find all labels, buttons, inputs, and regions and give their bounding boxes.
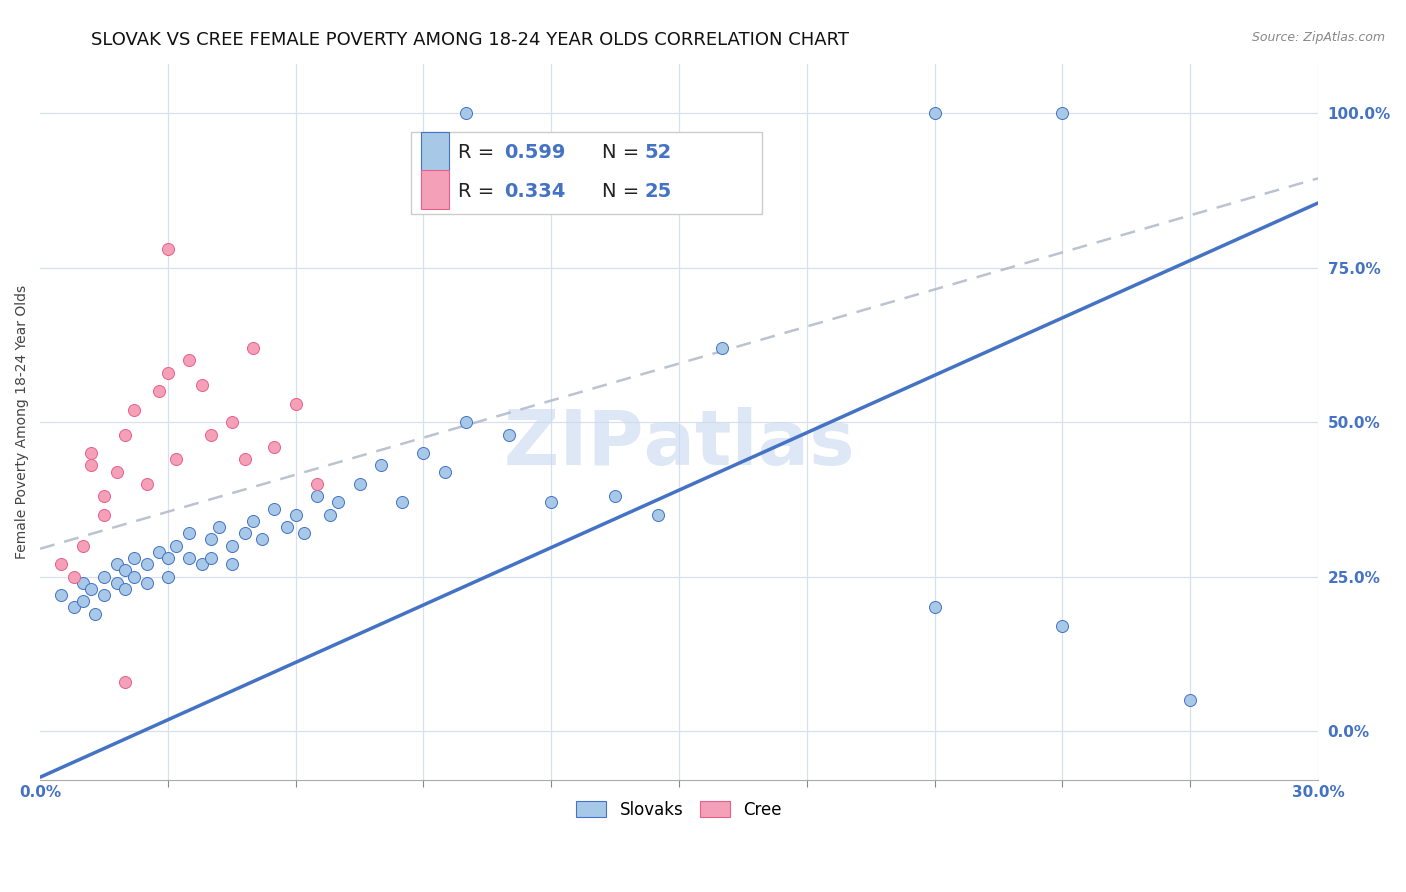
Point	[114, 427, 136, 442]
Text: 0.599: 0.599	[503, 143, 565, 161]
Point	[114, 674, 136, 689]
Point	[80, 458, 103, 473]
Point	[263, 440, 285, 454]
Point	[292, 526, 315, 541]
Point	[328, 495, 350, 509]
Bar	[420, 132, 449, 171]
Point	[208, 520, 231, 534]
Point	[242, 514, 264, 528]
Point	[433, 465, 456, 479]
Point	[93, 489, 115, 503]
Point	[148, 545, 170, 559]
Text: N =: N =	[602, 182, 645, 201]
Point	[284, 397, 307, 411]
Point	[179, 551, 201, 566]
Point	[156, 366, 179, 380]
Text: R =: R =	[458, 143, 501, 161]
Point	[165, 539, 187, 553]
Point	[647, 508, 669, 522]
Point	[179, 353, 201, 368]
Y-axis label: Female Poverty Among 18-24 Year Olds: Female Poverty Among 18-24 Year Olds	[15, 285, 30, 559]
Point	[319, 508, 342, 522]
Point	[305, 477, 328, 491]
Point	[1052, 619, 1074, 633]
Point	[221, 415, 243, 429]
Point	[63, 569, 86, 583]
Point	[148, 384, 170, 399]
Point	[242, 341, 264, 355]
Text: 52: 52	[644, 143, 672, 161]
Legend: Slovaks, Cree: Slovaks, Cree	[569, 795, 789, 826]
Point	[135, 558, 157, 572]
Point	[305, 489, 328, 503]
Point	[454, 415, 477, 429]
Point	[122, 402, 145, 417]
Point	[84, 607, 107, 621]
Point	[200, 427, 222, 442]
Point	[93, 569, 115, 583]
Point	[135, 477, 157, 491]
Point	[135, 575, 157, 590]
Point	[924, 600, 946, 615]
Point	[122, 569, 145, 583]
Point	[412, 446, 434, 460]
Point	[250, 533, 273, 547]
Point	[233, 526, 256, 541]
Point	[233, 452, 256, 467]
Point	[80, 582, 103, 596]
Point	[710, 341, 733, 355]
Point	[284, 508, 307, 522]
Point	[370, 458, 392, 473]
Point	[72, 594, 94, 608]
Point	[605, 489, 627, 503]
Point	[391, 495, 413, 509]
Point	[200, 551, 222, 566]
Point	[122, 551, 145, 566]
Point	[93, 508, 115, 522]
Point	[1052, 106, 1074, 120]
Point	[221, 539, 243, 553]
Text: Source: ZipAtlas.com: Source: ZipAtlas.com	[1251, 31, 1385, 45]
Text: ZIP​atlas: ZIP​atlas	[503, 407, 855, 481]
Point	[114, 582, 136, 596]
Point	[924, 106, 946, 120]
Point	[93, 588, 115, 602]
Point	[156, 551, 179, 566]
Point	[1180, 693, 1202, 707]
Point	[72, 539, 94, 553]
Point	[114, 563, 136, 577]
Text: 0.334: 0.334	[503, 182, 565, 201]
Text: 25: 25	[644, 182, 672, 201]
Point	[63, 600, 86, 615]
Point	[80, 446, 103, 460]
Point	[51, 588, 73, 602]
Point	[165, 452, 187, 467]
Point	[191, 378, 214, 392]
Point	[454, 106, 477, 120]
Point	[263, 501, 285, 516]
Text: N =: N =	[602, 143, 645, 161]
Point	[179, 526, 201, 541]
Bar	[420, 170, 449, 210]
Point	[498, 427, 520, 442]
Point	[156, 569, 179, 583]
Point	[349, 477, 371, 491]
Point	[105, 465, 128, 479]
Point	[221, 558, 243, 572]
Point	[105, 575, 128, 590]
Point	[276, 520, 298, 534]
Point	[72, 575, 94, 590]
Text: SLOVAK VS CREE FEMALE POVERTY AMONG 18-24 YEAR OLDS CORRELATION CHART: SLOVAK VS CREE FEMALE POVERTY AMONG 18-2…	[91, 31, 849, 49]
Point	[105, 558, 128, 572]
Text: R =: R =	[458, 182, 501, 201]
Point	[200, 533, 222, 547]
Bar	[411, 132, 762, 214]
Point	[540, 495, 562, 509]
Point	[191, 558, 214, 572]
Point	[51, 558, 73, 572]
Point	[156, 242, 179, 256]
